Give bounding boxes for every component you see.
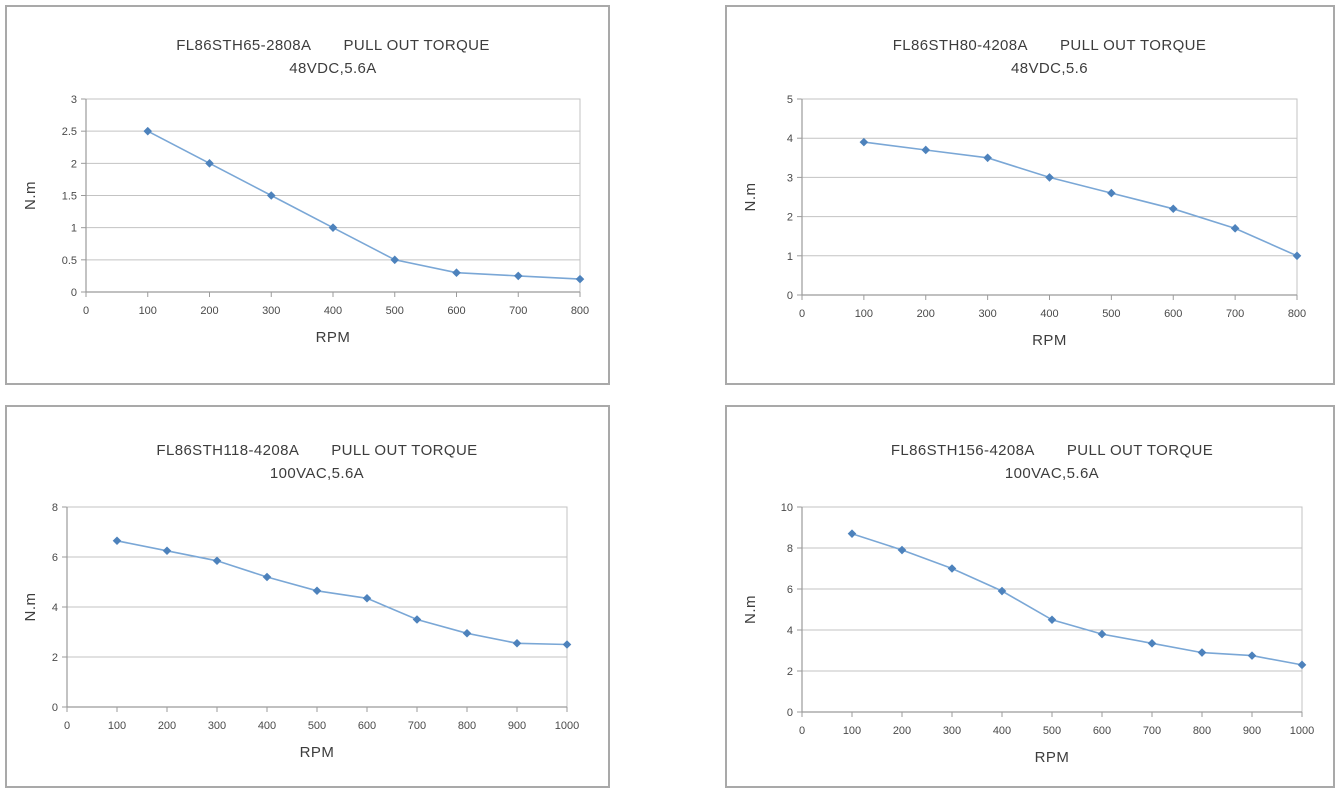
chart-subtitle: 100VAC,5.6A: [269, 465, 365, 482]
chart-title-4: FL86STH156-4208A PULL OUT TORQUE 100VAC,…: [802, 439, 1302, 485]
svg-text:700: 700: [408, 720, 426, 732]
svg-text:RPM: RPM: [1035, 749, 1070, 766]
chart-title-type: PULL OUT TORQUE: [1059, 37, 1207, 54]
svg-text:0.5: 0.5: [62, 255, 77, 267]
svg-text:2: 2: [71, 158, 77, 170]
svg-text:100: 100: [108, 720, 126, 732]
svg-text:4: 4: [52, 602, 58, 614]
svg-text:400: 400: [1040, 308, 1058, 320]
svg-text:900: 900: [1243, 725, 1261, 737]
svg-text:100: 100: [139, 305, 157, 317]
torque-chart-panel-3: FL86STH118-4208A PULL OUT TORQUE 100VAC,…: [5, 405, 610, 788]
svg-text:3: 3: [787, 172, 793, 184]
chart-title-model: FL86STH65-2808A: [176, 37, 312, 54]
svg-text:800: 800: [1288, 308, 1306, 320]
svg-text:1: 1: [71, 223, 77, 235]
svg-text:0: 0: [799, 725, 805, 737]
svg-text:0: 0: [799, 308, 805, 320]
chart-title-model: FL86STH80-4208A: [892, 37, 1028, 54]
chart-title-model: FL86STH118-4208A: [156, 442, 300, 459]
svg-text:100: 100: [855, 308, 873, 320]
svg-text:N.m: N.m: [22, 593, 39, 622]
svg-text:500: 500: [308, 720, 326, 732]
svg-text:700: 700: [1143, 725, 1161, 737]
svg-text:200: 200: [893, 725, 911, 737]
torque-chart-plot-3: 0 2 4 6 8 0 100 200 300 400 500 600 700 800 900 1000 N.m…: [22, 502, 579, 761]
chart-subtitle: 48VDC,5.6A: [289, 60, 377, 77]
svg-text:3: 3: [71, 94, 77, 106]
svg-text:RPM: RPM: [300, 744, 335, 761]
torque-chart-plot-2: 0 1 2 3 4 5 0 100 200 300 400 500 600 700 800 N.m RPM: [742, 94, 1306, 349]
svg-text:700: 700: [1226, 308, 1244, 320]
svg-text:800: 800: [458, 720, 476, 732]
svg-text:10: 10: [781, 502, 793, 514]
chart-title-1: FL86STH65-2808A PULL OUT TORQUE 48VDC,5.…: [86, 34, 580, 80]
svg-text:0: 0: [64, 720, 70, 732]
svg-text:400: 400: [258, 720, 276, 732]
svg-text:200: 200: [200, 305, 218, 317]
svg-text:800: 800: [571, 305, 589, 317]
svg-text:300: 300: [978, 308, 996, 320]
chart-title-type: PULL OUT TORQUE: [1066, 442, 1214, 459]
svg-text:600: 600: [1164, 308, 1182, 320]
svg-text:600: 600: [1093, 725, 1111, 737]
chart-title-2: FL86STH80-4208A PULL OUT TORQUE 48VDC,5.…: [802, 34, 1297, 80]
svg-text:2.5: 2.5: [62, 126, 77, 138]
torque-chart-panel-1: FL86STH65-2808A PULL OUT TORQUE 48VDC,5.…: [5, 5, 610, 385]
svg-text:4: 4: [787, 133, 793, 145]
svg-text:6: 6: [787, 584, 793, 596]
chart-subtitle: 100VAC,5.6A: [1004, 465, 1100, 482]
svg-text:2: 2: [787, 666, 793, 678]
svg-text:2: 2: [52, 652, 58, 664]
svg-text:200: 200: [158, 720, 176, 732]
svg-text:100: 100: [843, 725, 861, 737]
svg-text:800: 800: [1193, 725, 1211, 737]
svg-text:0: 0: [71, 287, 77, 299]
svg-text:700: 700: [509, 305, 527, 317]
svg-text:300: 300: [208, 720, 226, 732]
svg-text:600: 600: [447, 305, 465, 317]
svg-text:N.m: N.m: [742, 183, 759, 212]
svg-text:500: 500: [1102, 308, 1120, 320]
svg-text:5: 5: [787, 94, 793, 106]
svg-text:500: 500: [386, 305, 404, 317]
chart-subtitle: 48VDC,5.6: [1011, 60, 1088, 77]
svg-text:1: 1: [787, 251, 793, 263]
svg-text:1000: 1000: [555, 720, 579, 732]
torque-chart-panel-4: FL86STH156-4208A PULL OUT TORQUE 100VAC,…: [725, 405, 1335, 788]
svg-text:0: 0: [83, 305, 89, 317]
svg-text:8: 8: [52, 502, 58, 514]
svg-text:0: 0: [52, 702, 58, 714]
svg-text:0: 0: [787, 707, 793, 719]
svg-text:4: 4: [787, 625, 793, 637]
svg-text:200: 200: [917, 308, 935, 320]
svg-text:400: 400: [324, 305, 342, 317]
svg-text:1.5: 1.5: [62, 191, 77, 203]
chart-title-3: FL86STH118-4208A PULL OUT TORQUE 100VAC,…: [67, 439, 567, 485]
svg-text:0: 0: [787, 290, 793, 302]
svg-text:RPM: RPM: [1032, 332, 1067, 349]
svg-text:300: 300: [943, 725, 961, 737]
svg-text:500: 500: [1043, 725, 1061, 737]
svg-text:300: 300: [262, 305, 280, 317]
torque-chart-panel-2: FL86STH80-4208A PULL OUT TORQUE 48VDC,5.…: [725, 5, 1335, 385]
chart-title-model: FL86STH156-4208A: [890, 442, 1035, 459]
svg-text:1000: 1000: [1290, 725, 1314, 737]
svg-text:6: 6: [52, 552, 58, 564]
chart-title-type: PULL OUT TORQUE: [331, 442, 478, 459]
chart-title-type: PULL OUT TORQUE: [343, 37, 490, 54]
torque-chart-plot-1: 0 0.5 1 1.5 2 2.5 3 0 100 200 300 400 500 600 700 800 N.…: [22, 94, 589, 346]
svg-text:900: 900: [508, 720, 526, 732]
svg-text:N.m: N.m: [742, 595, 759, 624]
svg-text:2: 2: [787, 212, 793, 224]
svg-text:400: 400: [993, 725, 1011, 737]
svg-text:N.m: N.m: [22, 181, 39, 210]
svg-text:RPM: RPM: [316, 329, 351, 346]
svg-text:600: 600: [358, 720, 376, 732]
svg-text:8: 8: [787, 543, 793, 555]
